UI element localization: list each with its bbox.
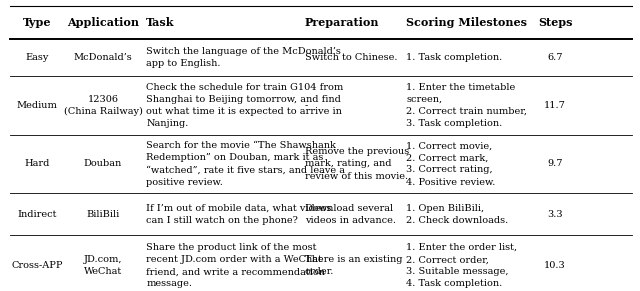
Text: 1. Enter the order list,
2. Correct order,
3. Suitable message,
4. Task completi: 1. Enter the order list, 2. Correct orde…	[406, 243, 517, 288]
Text: BiliBili: BiliBili	[86, 210, 120, 219]
Text: Switch to Chinese.: Switch to Chinese.	[305, 53, 397, 62]
Text: Hard: Hard	[25, 159, 50, 168]
Text: Application: Application	[67, 17, 139, 28]
Text: There is an existing
order.: There is an existing order.	[305, 255, 403, 276]
Text: 9.7: 9.7	[547, 159, 563, 168]
Text: Douban: Douban	[84, 159, 122, 168]
Text: Indirect: Indirect	[18, 210, 57, 219]
Text: 12306
(China Railway): 12306 (China Railway)	[63, 95, 143, 116]
Text: Steps: Steps	[538, 17, 572, 28]
Text: 1. Task completion.: 1. Task completion.	[406, 53, 502, 62]
Text: Download several
videos in advance.: Download several videos in advance.	[305, 204, 396, 225]
Text: Task: Task	[147, 17, 175, 28]
Text: Easy: Easy	[26, 53, 49, 62]
Text: Medium: Medium	[17, 101, 58, 110]
Text: 1. Correct movie,
2. Correct mark,
3. Correct rating,
4. Positive review.: 1. Correct movie, 2. Correct mark, 3. Co…	[406, 141, 495, 187]
Text: 1. Open BiliBili,
2. Check downloads.: 1. Open BiliBili, 2. Check downloads.	[406, 204, 509, 225]
Text: Preparation: Preparation	[305, 17, 380, 28]
Text: Search for the movie “The Shawshank
Redemption” on Douban, mark it as
“watched”,: Search for the movie “The Shawshank Rede…	[147, 141, 345, 187]
Text: Check the schedule for train G104 from
Shanghai to Beijing tomorrow, and find
ou: Check the schedule for train G104 from S…	[147, 83, 344, 128]
Text: JD.com,
WeChat: JD.com, WeChat	[84, 255, 122, 276]
Text: Type: Type	[23, 17, 52, 28]
Text: Share the product link of the most
recent JD.com order with a WeChat
friend, and: Share the product link of the most recen…	[147, 243, 325, 288]
Text: 6.7: 6.7	[547, 53, 563, 62]
Text: Cross-APP: Cross-APP	[12, 261, 63, 270]
Text: 1. Enter the timetable
screen,
2. Correct train number,
3. Task completion.: 1. Enter the timetable screen, 2. Correc…	[406, 83, 527, 128]
Text: 11.7: 11.7	[544, 101, 566, 110]
Text: If I’m out of mobile data, what videos
can I still watch on the phone?: If I’m out of mobile data, what videos c…	[147, 204, 332, 225]
Text: -: -	[305, 101, 308, 110]
Text: McDonald’s: McDonald’s	[74, 53, 132, 62]
Text: Switch the language of the McDonald’s
app to English.: Switch the language of the McDonald’s ap…	[147, 47, 341, 68]
Text: 10.3: 10.3	[544, 261, 566, 270]
Text: Scoring Milestones: Scoring Milestones	[406, 17, 527, 28]
Text: 3.3: 3.3	[547, 210, 563, 219]
Text: Remove the previous
mark, rating, and
review of this movie.: Remove the previous mark, rating, and re…	[305, 147, 409, 180]
